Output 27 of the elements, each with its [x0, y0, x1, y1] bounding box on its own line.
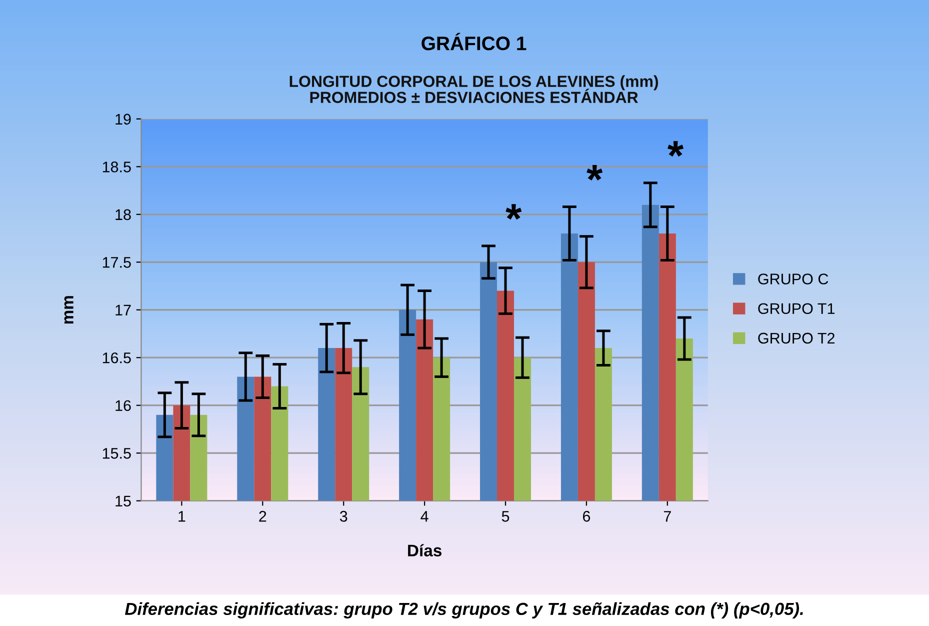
- y-tick-label: 16: [116, 400, 131, 412]
- y-tick-label: 17.5: [102, 257, 131, 268]
- y-tick-label: 15: [116, 496, 131, 506]
- y-tick-label: 17: [116, 304, 131, 316]
- legend-label: GRUPO C: [758, 274, 828, 284]
- x-tick-label: 6: [582, 510, 590, 522]
- text: Diferencias significativas: grupo T2 v/s grupos C y T1 señalizadas con (*) (p<0,05).: [124, 602, 803, 618]
- legend-label: GRUPO T1: [758, 303, 835, 314]
- y-tick-label: 18.5: [102, 162, 131, 172]
- x-tick-label: 7: [664, 511, 671, 522]
- y-tick-label: 19: [116, 114, 131, 125]
- legend-label: GRUPO T2: [758, 332, 834, 344]
- chart-subtitle: LONGITUD CORPORAL DE LOS ALEVINES (mm) PROMEDIOS ± DESVIACIONES ESTÁNDAR: [290, 75, 658, 104]
- annotation: *: [668, 141, 684, 157]
- x-tick-label: 1: [178, 511, 186, 522]
- x-tick-label: 5: [502, 511, 510, 522]
- y-axis-title: mm: [64, 296, 74, 324]
- x-tick-label: 4: [420, 511, 428, 522]
- y-tick-label: 18: [116, 209, 131, 220]
- y-tick-label: 16.5: [102, 352, 131, 364]
- x-axis-title: Días: [408, 544, 442, 556]
- annotation: *: [586, 165, 603, 181]
- x-tick-label: 3: [340, 510, 348, 522]
- annotation: *: [506, 204, 522, 220]
- y-tick-label: 15.5: [102, 448, 131, 459]
- chart-title: GRÁFICO 1: [422, 32, 526, 50]
- x-tick-label: 2: [259, 510, 266, 522]
